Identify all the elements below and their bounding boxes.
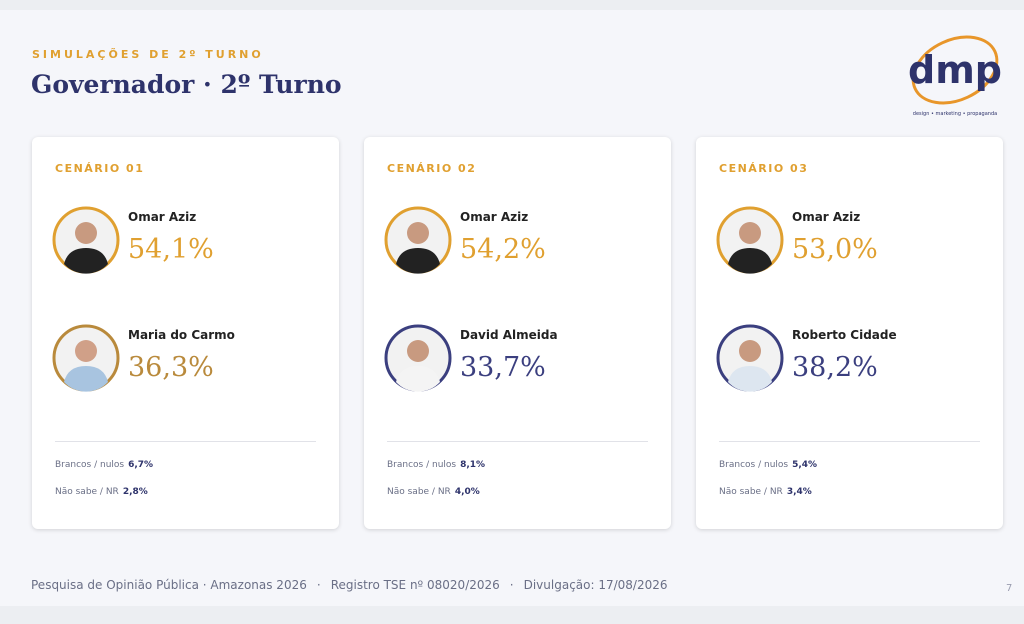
other-value: 8,1% xyxy=(460,460,486,470)
candidate-photo xyxy=(52,206,120,274)
slide: SIMULAÇÕES DE 2º TURNO Governador · 2º T… xyxy=(0,10,1024,606)
footer-item: Registro TSE nº 08020/2026 xyxy=(330,578,500,592)
candidate-name: David Almeida xyxy=(460,328,558,342)
other-label: Brancos / nulos xyxy=(387,460,457,470)
divider xyxy=(719,441,980,442)
candidate-name: Omar Aziz xyxy=(792,210,861,224)
other-value: 4,0% xyxy=(454,487,480,497)
other-row: Brancos / nulos 8,1% xyxy=(387,460,485,470)
other-row: Não sabe / NR 4,0% xyxy=(387,487,480,497)
logo: dmp design • marketing • propaganda xyxy=(908,35,1002,117)
candidate-photo xyxy=(716,324,784,392)
divider xyxy=(387,441,648,442)
other-row: Não sabe / NR 2,8% xyxy=(55,487,148,497)
footer-item: Pesquisa de Opinião Pública · Amazonas 2… xyxy=(31,578,307,592)
other-value: 6,7% xyxy=(128,460,154,470)
candidate-photo xyxy=(52,324,120,392)
other-label: Não sabe / NR xyxy=(387,487,451,497)
logo-tagline: design • marketing • propaganda xyxy=(913,111,997,117)
candidate-percent: 53,0% xyxy=(792,234,878,265)
other-row: Não sabe / NR 3,4% xyxy=(719,487,812,497)
candidate-percent: 38,2% xyxy=(792,352,878,383)
title: Governador · 2º Turno xyxy=(31,70,342,99)
other-row: Brancos / nulos 6,7% xyxy=(55,460,153,470)
separator: · xyxy=(316,578,321,592)
other-value: 3,4% xyxy=(786,487,812,497)
candidate-percent: 36,3% xyxy=(128,352,214,383)
candidate-name: Maria do Carmo xyxy=(128,328,235,342)
candidate-name: Omar Aziz xyxy=(460,210,529,224)
candidate-percent: 33,7% xyxy=(460,352,546,383)
kicker: SIMULAÇÕES DE 2º TURNO xyxy=(32,48,264,61)
divider xyxy=(55,441,316,442)
candidate-photo xyxy=(384,324,452,392)
other-label: Brancos / nulos xyxy=(719,460,789,470)
scenario-card: CENÁRIO 02 Omar Aziz 54,2% David Almeida 3… xyxy=(364,137,671,529)
candidate-percent: 54,2% xyxy=(460,234,546,265)
other-label: Não sabe / NR xyxy=(55,487,119,497)
logo-text: dmp xyxy=(908,48,1002,92)
candidate-name: Roberto Cidade xyxy=(792,328,897,342)
candidate-percent: 54,1% xyxy=(128,234,214,265)
other-label: Não sabe / NR xyxy=(719,487,783,497)
other-value: 2,8% xyxy=(122,487,148,497)
scenario-label: CENÁRIO 01 xyxy=(55,162,145,175)
page-number: 7 xyxy=(1006,583,1013,594)
candidate-photo xyxy=(384,206,452,274)
scenario-card: CENÁRIO 01 Omar Aziz 54,1% Maria do Carmo… xyxy=(32,137,339,529)
other-row: Brancos / nulos 5,4% xyxy=(719,460,817,470)
scenario-label: CENÁRIO 02 xyxy=(387,162,477,175)
scenario-label: CENÁRIO 03 xyxy=(719,162,809,175)
candidate-photo xyxy=(716,206,784,274)
other-label: Brancos / nulos xyxy=(55,460,125,470)
scenario-card: CENÁRIO 03 Omar Aziz 53,0% Roberto Cidade… xyxy=(696,137,1003,529)
footer: Pesquisa de Opinião Pública · Amazonas 2… xyxy=(31,578,668,592)
other-value: 5,4% xyxy=(792,460,818,470)
logo-swoosh xyxy=(911,35,999,105)
footer-item: Divulgação: 17/08/2026 xyxy=(523,578,668,592)
candidate-name: Omar Aziz xyxy=(128,210,197,224)
separator: · xyxy=(509,578,514,592)
